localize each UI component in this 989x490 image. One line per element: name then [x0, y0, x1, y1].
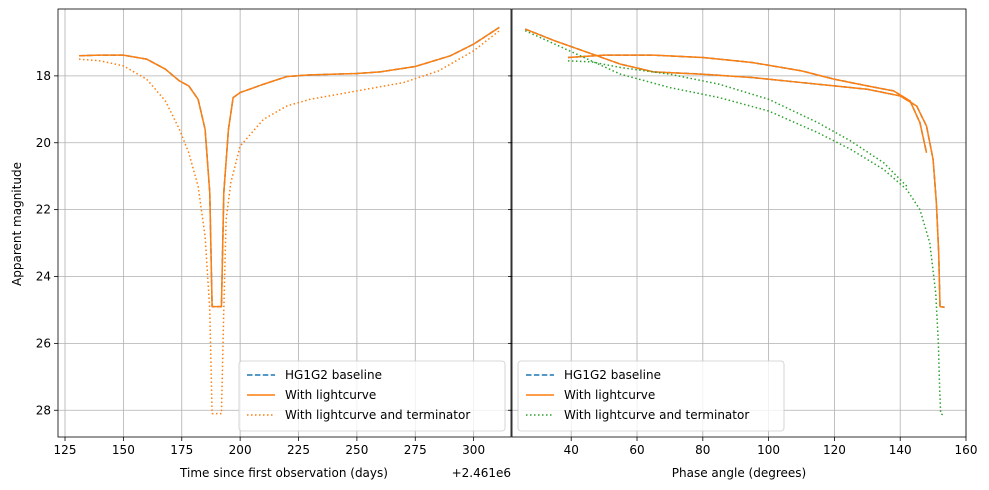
time-panel-legend: HG1G2 baseline With lightcurve With lightc… [238, 360, 506, 432]
phase-x-tick-label: 80 [695, 443, 710, 457]
phase-legend-label-0: HG1G2 baseline [564, 368, 661, 382]
time-panel-offset-text: +2.461e6 [452, 466, 511, 480]
phase-x-tick-label: 120 [823, 443, 846, 457]
phase-panel: 40 60 80 100 120 140 160 Phase angle (degrees)… [508, 8, 978, 480]
time-y-tick-label: 22 [36, 203, 51, 217]
phase-panel-ticks: 40 60 80 100 120 140 160 [508, 75, 978, 457]
phase-x-tick-label: 100 [757, 443, 780, 457]
phase-x-tick-label: 140 [889, 443, 912, 457]
time-panel-xlabel: Time since first observation (days) [179, 466, 388, 480]
phase-x-tick-label: 60 [629, 443, 644, 457]
phase-x-tick-label: 40 [564, 443, 579, 457]
time-x-tick-label: 225 [287, 443, 310, 457]
phase-x-tick-label: 160 [955, 443, 978, 457]
time-y-tick-label: 24 [36, 270, 51, 284]
phase-legend-box [517, 360, 785, 432]
time-y-tick-label: 20 [36, 136, 51, 150]
time-panel-frame [57, 8, 512, 438]
time-panel-ticks: 125 150 175 200 225 250 275 300 18 20 22 24 26 28 [36, 69, 485, 457]
time-y-tick-label: 26 [36, 336, 51, 350]
phase-panel-frame [511, 8, 967, 438]
phase-panel-xlabel: Phase angle (degrees) [672, 466, 806, 480]
time-legend-box [238, 360, 506, 432]
phase-series-line-2-1 [567, 60, 908, 187]
time-panel-ylabel: Apparent magnitude [10, 162, 24, 286]
time-series-line-1 [78, 26, 500, 308]
time-legend-label-2: With lightcurve and terminator [285, 408, 470, 422]
time-x-tick-label: 125 [54, 443, 77, 457]
time-x-tick-label: 200 [229, 443, 252, 457]
phase-series-line-1-1 [567, 54, 928, 153]
time-x-tick-label: 300 [462, 443, 485, 457]
time-y-tick-label: 28 [36, 403, 51, 417]
time-x-tick-label: 175 [170, 443, 193, 457]
time-x-tick-label: 275 [404, 443, 427, 457]
time-panel-series [78, 26, 500, 415]
time-y-tick-label: 18 [36, 69, 51, 83]
phase-series-line-2-0 [524, 30, 945, 416]
phase-panel-series [524, 28, 945, 416]
time-x-tick-label: 150 [112, 443, 135, 457]
phase-legend-label-2: With lightcurve and terminator [564, 408, 749, 422]
phase-series-line-1-0 [524, 28, 945, 309]
time-panel: 125 150 175 200 225 250 275 300 18 20 22 24 26 28 Tim… [10, 8, 512, 480]
phase-panel-legend: HG1G2 baseline With lightcurve With lightc… [517, 360, 785, 432]
time-legend-label-1: With lightcurve [285, 388, 376, 402]
time-legend-label-0: HG1G2 baseline [285, 368, 382, 382]
time-series-line-2 [78, 30, 500, 415]
phase-legend-label-1: With lightcurve [564, 388, 655, 402]
time-x-tick-label: 250 [345, 443, 368, 457]
